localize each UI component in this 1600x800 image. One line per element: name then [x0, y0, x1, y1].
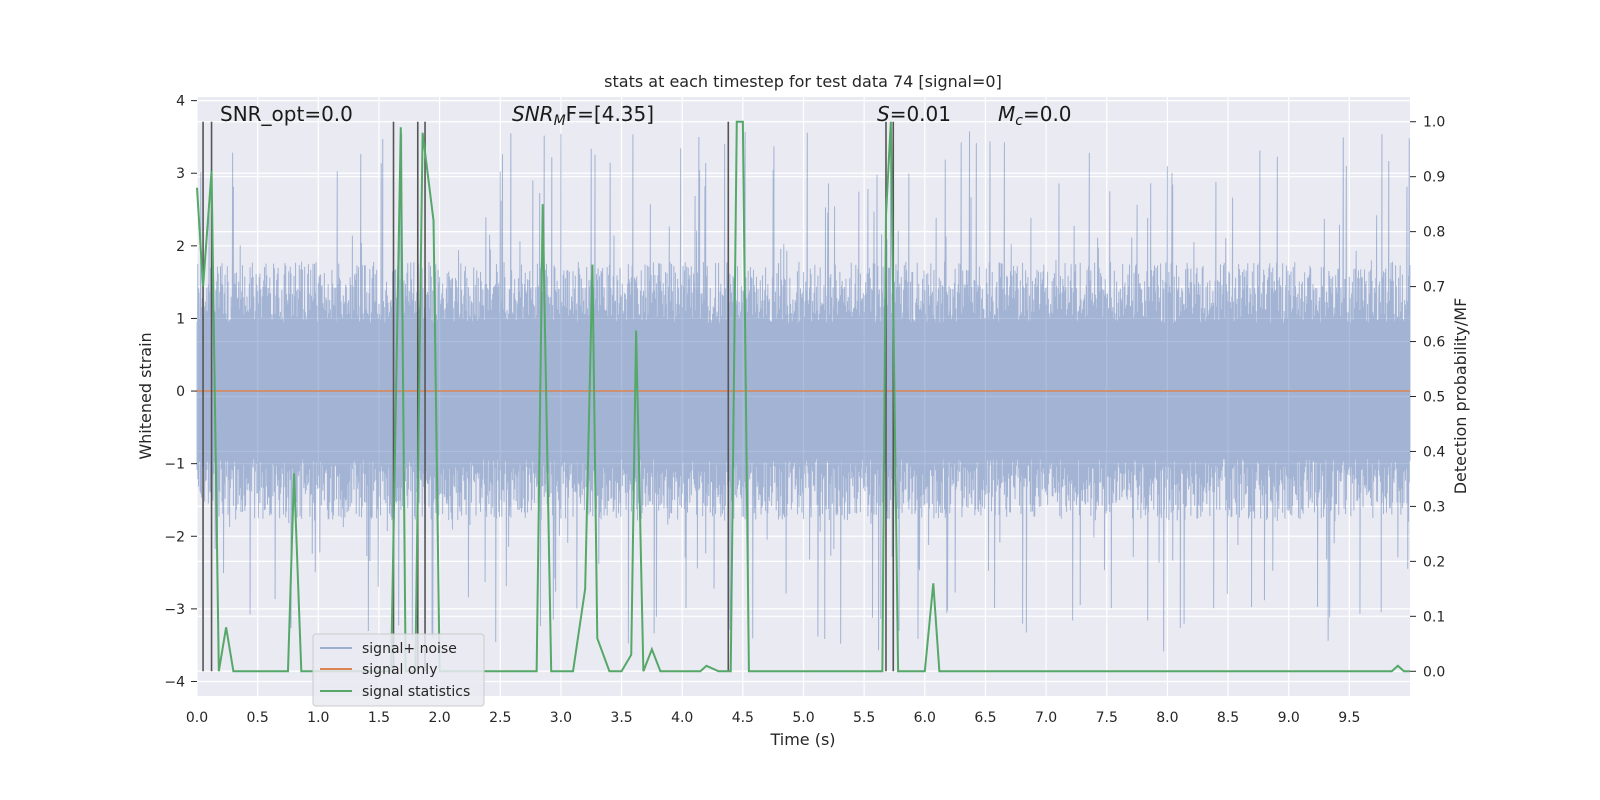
y-tick-label: −4	[164, 674, 185, 690]
y2-tick-label: 0.5	[1423, 390, 1445, 406]
y-axis-left-title: Whitened strain	[136, 332, 155, 459]
signal-noise-series	[196, 131, 1411, 652]
annotation-s: S=0.01	[877, 102, 951, 126]
y2-tick-label: 0.7	[1423, 280, 1445, 296]
y-axis-right-ticks: 1.0 0.9 0.8 0.7 0.6 0.5 0.4 0.3 0.2 0.1 0.0	[1410, 115, 1445, 680]
x-tick-label: 3.0	[550, 710, 572, 726]
x-tick-label: 1.5	[368, 710, 390, 726]
y-tick-label: −3	[164, 602, 185, 618]
x-tick-label: 2.5	[489, 710, 511, 726]
mc-value: =0.0	[1023, 102, 1072, 126]
x-tick-label: 4.5	[732, 710, 754, 726]
legend-box	[312, 633, 485, 707]
snr-mf-sub: M	[554, 113, 566, 129]
x-tick-label: 2.0	[428, 710, 450, 726]
legend-label-signal-statistics: signal statistics	[362, 684, 470, 700]
y-tick-label: −2	[164, 529, 185, 545]
y2-tick-label: 0.0	[1423, 664, 1445, 680]
x-tick-label: 7.5	[1096, 710, 1118, 726]
x-tick-label: 5.0	[792, 710, 814, 726]
x-tick-label: 3.5	[610, 710, 632, 726]
x-tick-label: 9.0	[1278, 710, 1300, 726]
legend-label-signal-noise: signal+ noise	[362, 641, 457, 657]
x-tick-label: 8.0	[1156, 710, 1178, 726]
y2-tick-label: 1.0	[1423, 115, 1445, 131]
annotation-mc: Mc=0.0	[998, 102, 1072, 129]
s-label: S	[877, 102, 890, 126]
y2-tick-label: 0.6	[1423, 335, 1445, 351]
x-tick-label: 0.0	[186, 710, 208, 726]
y-axis-left-ticks: 4 3 2 1 0 −1 −2 −3 −4	[164, 94, 197, 690]
y-tick-label: 0	[176, 384, 185, 400]
x-tick-label: 1.0	[307, 710, 329, 726]
s-value: =0.01	[890, 102, 951, 126]
x-tick-label: 6.0	[914, 710, 936, 726]
series-signal-statistics-line	[196, 120, 1410, 673]
y2-tick-label: 0.3	[1423, 499, 1445, 515]
y-tick-label: 4	[176, 94, 185, 110]
y-tick-label: 1	[176, 311, 185, 327]
y2-tick-label: 0.9	[1423, 170, 1445, 186]
chart-title: stats at each timestep for test data 74 …	[604, 72, 1002, 91]
x-tick-label: 8.5	[1217, 710, 1239, 726]
y-axis-right-title: Detection probability/MF	[1451, 298, 1470, 495]
annotation-snr-mf: SNRMF=[4.35]	[512, 102, 654, 129]
mc-sub: c	[1015, 113, 1023, 129]
x-tick-label: 6.5	[974, 710, 996, 726]
y-tick-label: 2	[176, 239, 185, 255]
series-signal-noise-line	[196, 131, 1411, 652]
y2-tick-label: 0.2	[1423, 554, 1445, 570]
annotation-snr-opt: SNR_opt=0.0	[220, 102, 353, 126]
x-tick-label: 5.5	[853, 710, 875, 726]
x-axis-ticks: 0.0 0.5 1.0 1.5 2.0 2.5 3.0 3.5 4.0 4.5 5.0 5.5 6.0 6…	[186, 710, 1361, 726]
y2-tick-label: 0.1	[1423, 609, 1445, 625]
snr-mf-rest: F=[4.35]	[566, 102, 654, 126]
snr-mf-base: SNR	[512, 102, 554, 126]
signal-statistics-series	[196, 120, 1410, 673]
x-tick-label: 0.5	[247, 710, 269, 726]
x-axis-title: Time (s)	[769, 730, 835, 749]
x-tick-label: 7.0	[1035, 710, 1057, 726]
mc-label: M	[998, 102, 1015, 126]
y-tick-label: −1	[164, 457, 185, 473]
legend: signal+ noise signal only signal statist…	[312, 633, 485, 707]
x-tick-label: 4.0	[671, 710, 693, 726]
x-tick-label: 9.5	[1338, 710, 1360, 726]
y-tick-label: 3	[176, 166, 185, 182]
legend-label-signal-only: signal only	[362, 662, 437, 678]
y2-tick-label: 0.4	[1423, 444, 1445, 460]
y2-tick-label: 0.8	[1423, 225, 1445, 241]
grid-lines	[196, 97, 1410, 696]
